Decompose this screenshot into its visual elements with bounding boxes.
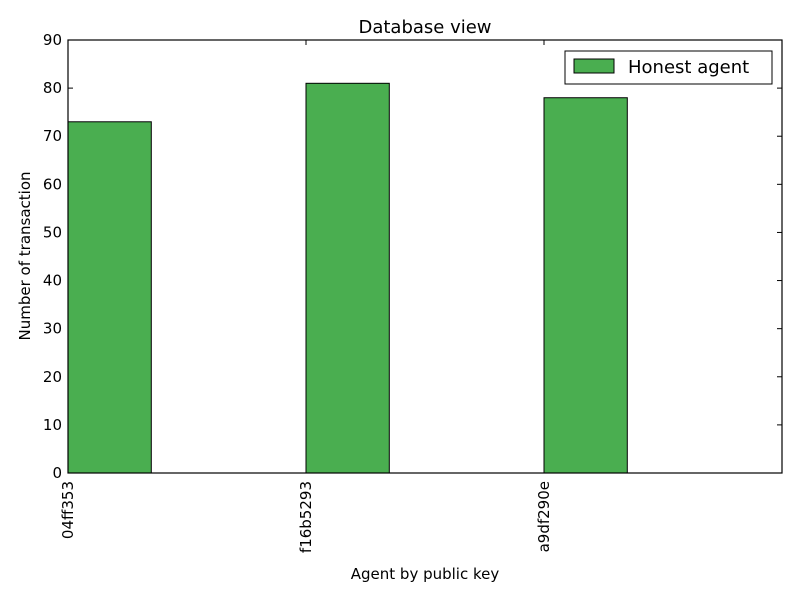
legend-swatch xyxy=(573,58,615,74)
x-tick-label: a9df290e xyxy=(535,481,553,552)
bar-f16b5293 xyxy=(305,82,390,474)
y-tick-label: 60 xyxy=(43,175,62,193)
bar-a9df290e xyxy=(543,97,628,474)
y-tick-label: 90 xyxy=(43,31,62,49)
y-axis: 0 10 20 30 40 50 60 70 80 90 xyxy=(43,31,782,482)
y-tick-label: 20 xyxy=(43,368,62,386)
y-tick-label: 30 xyxy=(43,320,62,338)
bar-04ff353 xyxy=(67,121,152,474)
y-axis-label: Number of transaction xyxy=(16,172,34,341)
x-axis-label: Agent by public key xyxy=(351,565,500,583)
y-tick-label: 10 xyxy=(43,416,62,434)
plot-frame xyxy=(67,39,783,474)
y-tick-label: 50 xyxy=(43,223,62,241)
y-tick-label: 0 xyxy=(52,464,62,482)
legend-label: Honest agent xyxy=(628,57,749,78)
bars-group xyxy=(67,82,628,474)
x-axis: 04ff353 f16b5293 a9df290e xyxy=(59,40,553,553)
y-tick-label: 70 xyxy=(43,127,62,145)
x-tick-label: f16b5293 xyxy=(297,481,315,553)
chart-title: Database view xyxy=(358,17,491,38)
x-tick-label: 04ff353 xyxy=(59,481,77,539)
y-tick-label: 80 xyxy=(43,79,62,97)
legend: Honest agent xyxy=(564,50,773,85)
y-tick-label: 40 xyxy=(43,272,62,290)
